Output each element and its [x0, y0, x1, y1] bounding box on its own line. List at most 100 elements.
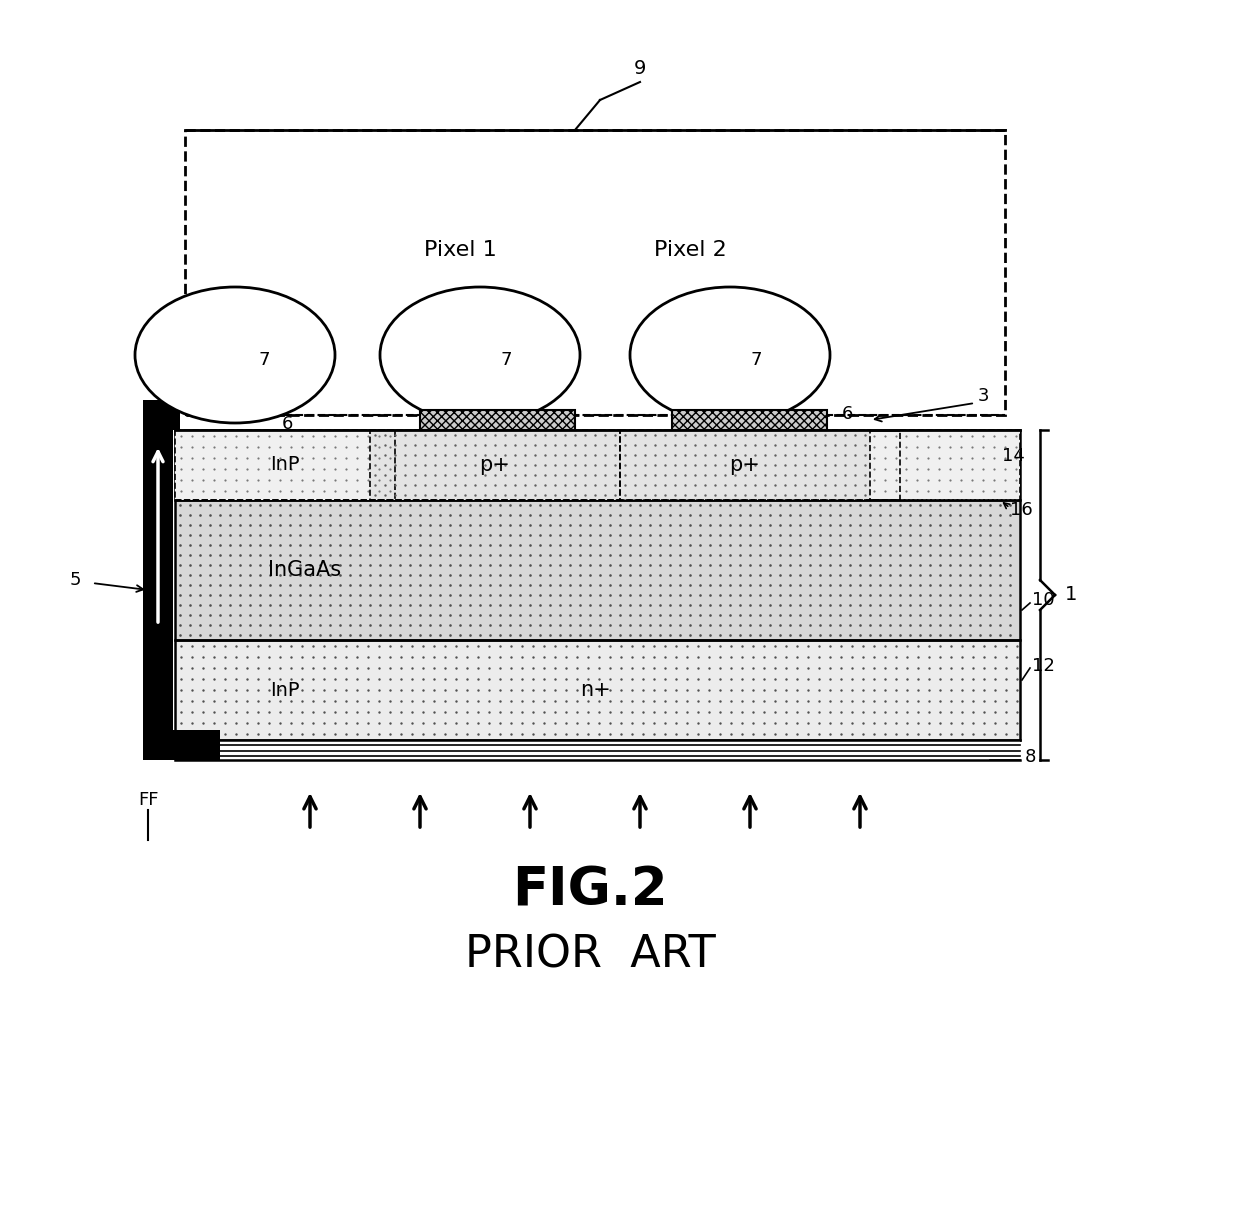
- Point: [490, 565, 510, 584]
- Point: [310, 586, 330, 605]
- Point: [501, 647, 521, 667]
- Point: [330, 525, 350, 544]
- Point: [666, 669, 686, 688]
- Point: [770, 515, 790, 535]
- Point: [765, 476, 785, 495]
- Point: [270, 525, 290, 544]
- Point: [381, 495, 401, 514]
- Point: [470, 506, 490, 525]
- Point: [985, 426, 1004, 445]
- Point: [455, 476, 475, 495]
- Point: [960, 515, 980, 535]
- Point: [786, 658, 806, 678]
- Point: [360, 616, 379, 635]
- Point: [180, 575, 200, 594]
- Point: [940, 448, 960, 467]
- Point: [897, 647, 916, 667]
- Point: [755, 485, 775, 505]
- Point: [303, 448, 322, 467]
- Point: [665, 436, 684, 455]
- Point: [381, 595, 401, 615]
- Point: [691, 626, 711, 645]
- Point: [632, 669, 652, 688]
- Point: [171, 437, 191, 456]
- Point: [810, 595, 830, 615]
- Point: [890, 616, 910, 635]
- Point: [291, 480, 311, 500]
- Point: [918, 448, 937, 467]
- Point: [750, 495, 770, 514]
- Bar: [175, 741, 1021, 760]
- Point: [990, 595, 1009, 615]
- Point: [241, 525, 260, 544]
- Point: [754, 635, 774, 655]
- Point: [565, 476, 585, 495]
- Point: [795, 466, 815, 485]
- Point: [391, 515, 410, 535]
- Point: [522, 702, 542, 721]
- Point: [374, 476, 394, 495]
- Point: [831, 426, 851, 445]
- Point: [434, 713, 454, 732]
- Point: [940, 605, 960, 624]
- Point: [402, 658, 422, 678]
- Point: [250, 535, 270, 554]
- Point: [851, 555, 870, 575]
- Point: [743, 702, 763, 721]
- Point: [529, 515, 549, 535]
- Point: [640, 535, 660, 554]
- Point: [985, 702, 1004, 721]
- Point: [415, 466, 435, 485]
- Point: [780, 575, 800, 594]
- Point: [830, 626, 849, 645]
- Point: [930, 565, 950, 584]
- Point: [910, 515, 930, 535]
- Bar: [370, 430, 620, 500]
- Point: [660, 515, 680, 535]
- Point: [996, 713, 1016, 732]
- Point: [544, 669, 564, 688]
- Point: [820, 595, 839, 615]
- Point: [370, 565, 389, 584]
- Point: [495, 436, 515, 455]
- Point: [500, 586, 520, 605]
- Point: [465, 466, 485, 485]
- Point: [698, 724, 718, 743]
- Point: [815, 466, 835, 485]
- Point: [226, 469, 246, 489]
- Point: [890, 605, 910, 624]
- Point: [200, 565, 219, 584]
- Point: [445, 459, 465, 478]
- Point: [410, 555, 430, 575]
- Point: [735, 455, 755, 474]
- Point: [346, 448, 367, 467]
- Point: [980, 616, 999, 635]
- Point: [625, 436, 645, 455]
- Point: [775, 669, 795, 688]
- Point: [578, 647, 598, 667]
- Point: [310, 626, 330, 645]
- Point: [660, 495, 680, 514]
- Point: [621, 669, 641, 688]
- Point: [541, 616, 560, 635]
- Point: [450, 555, 470, 575]
- Point: [951, 680, 971, 699]
- Point: [732, 480, 751, 500]
- Text: 3: 3: [978, 387, 990, 405]
- Point: [171, 459, 191, 478]
- Point: [625, 476, 645, 495]
- Point: [820, 506, 839, 525]
- Point: [973, 691, 993, 710]
- Point: [456, 724, 476, 743]
- Point: [655, 459, 675, 478]
- Point: [420, 535, 440, 554]
- Point: [430, 565, 450, 584]
- Point: [346, 724, 367, 743]
- Point: [280, 647, 300, 667]
- Point: [701, 605, 720, 624]
- Point: [831, 669, 851, 688]
- Point: [310, 555, 330, 575]
- Point: [820, 546, 839, 565]
- Point: [280, 480, 300, 500]
- Point: [830, 515, 849, 535]
